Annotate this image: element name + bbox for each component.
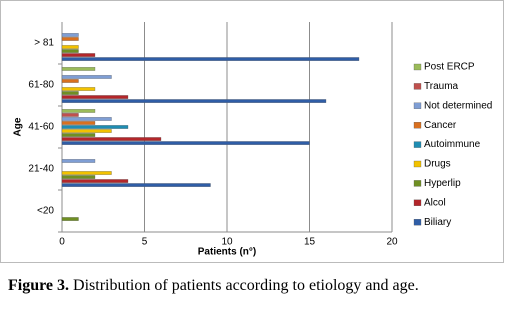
x-tick-label: 10 xyxy=(221,237,233,248)
legend-swatch xyxy=(413,180,422,187)
y-tick-label: > 81 xyxy=(34,38,54,49)
legend-label: Cancer xyxy=(424,120,457,131)
caption-label: Figure 3. xyxy=(8,277,69,294)
caption-text: Distribution of patients according to et… xyxy=(73,277,419,294)
bar xyxy=(61,159,96,163)
x-tick-label: 5 xyxy=(142,237,148,248)
bar xyxy=(61,37,79,41)
bar xyxy=(61,113,79,117)
legend-swatch xyxy=(413,122,422,129)
legend-swatch xyxy=(413,83,422,90)
legend-swatch xyxy=(413,199,422,206)
bar xyxy=(61,75,112,79)
bar xyxy=(61,217,79,221)
bar xyxy=(61,95,129,99)
legend-label: Autoimmune xyxy=(424,139,481,150)
bar xyxy=(61,87,96,91)
legend-label: Trauma xyxy=(424,81,459,92)
x-axis-title: Patients (n°) xyxy=(198,247,256,258)
bar xyxy=(61,117,112,121)
bar xyxy=(61,67,96,71)
legend-label: Hyperlip xyxy=(424,178,461,189)
legend-label: Alcol xyxy=(424,197,446,208)
legend-label: Not determined xyxy=(424,100,492,111)
legend-label: Biliary xyxy=(424,217,451,228)
bar xyxy=(61,129,112,133)
legend-label: Post ERCP xyxy=(424,62,475,73)
bar xyxy=(61,45,79,49)
y-tick-label: 61-80 xyxy=(28,80,54,91)
bar xyxy=(61,57,360,61)
x-tick-label: 0 xyxy=(59,237,65,248)
legend-swatch xyxy=(413,63,422,71)
x-tick-label: 20 xyxy=(386,237,398,248)
chart-frame xyxy=(0,0,504,263)
bar xyxy=(61,49,79,53)
bar xyxy=(61,133,96,137)
bar xyxy=(61,179,129,183)
y-axis-title: Age xyxy=(13,117,24,136)
bar xyxy=(61,125,129,129)
bar xyxy=(61,109,96,113)
bar xyxy=(61,183,211,187)
caption: Figure 3. Distribution of patients accor… xyxy=(8,277,419,294)
legend-swatch xyxy=(413,141,422,148)
legend-label: Drugs xyxy=(424,159,451,170)
bar xyxy=(61,99,327,103)
bar xyxy=(61,33,79,37)
y-tick-label: <20 xyxy=(37,206,54,217)
bar xyxy=(61,171,112,175)
bar xyxy=(61,141,310,145)
y-tick-label: 41-60 xyxy=(28,122,54,133)
bar xyxy=(61,53,96,57)
legend-swatch xyxy=(413,160,422,168)
bar xyxy=(61,79,79,83)
bar xyxy=(61,175,96,179)
y-tick-label: 21-40 xyxy=(28,164,54,175)
x-tick-label: 15 xyxy=(304,237,316,248)
bar xyxy=(61,137,162,141)
legend-swatch xyxy=(413,102,422,109)
bar xyxy=(61,91,79,95)
legend-swatch xyxy=(413,219,422,226)
bar xyxy=(61,121,96,125)
